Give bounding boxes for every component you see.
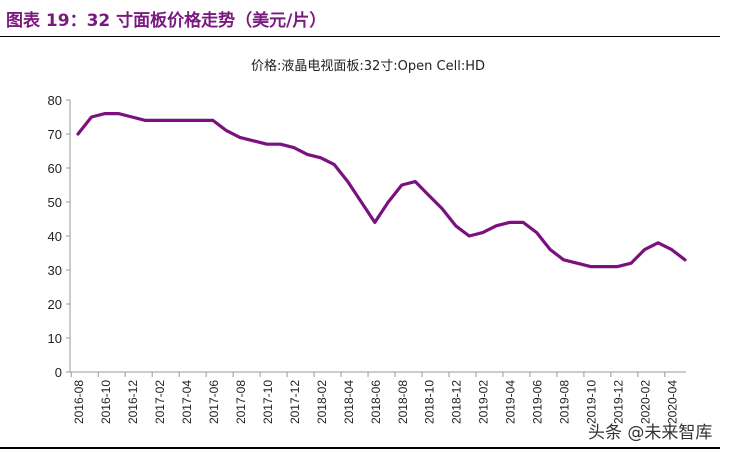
y-tick-label: 20 bbox=[48, 297, 62, 312]
price-line bbox=[76, 111, 687, 269]
x-tick-label: 2019-02 bbox=[477, 380, 491, 424]
watermark: 头条 @未来智库 bbox=[588, 423, 713, 443]
x-tick-label: 2017-08 bbox=[234, 380, 248, 424]
y-tick-label: 50 bbox=[48, 195, 62, 210]
x-tick-label: 2017-06 bbox=[207, 380, 221, 424]
x-tick-label: 2019-10 bbox=[585, 380, 599, 424]
y-tick-label: 10 bbox=[48, 331, 62, 346]
y-tick-label: 30 bbox=[48, 263, 62, 278]
x-tick-label: 2020-04 bbox=[666, 380, 680, 424]
x-tick-label: 2017-12 bbox=[288, 380, 302, 424]
x-tick-label: 2018-10 bbox=[423, 380, 437, 424]
y-tick-label: 60 bbox=[48, 161, 62, 176]
x-tick-label: 2017-04 bbox=[180, 380, 194, 424]
x-tick-label: 2019-12 bbox=[612, 380, 626, 424]
x-tick-label: 2018-02 bbox=[315, 380, 329, 424]
x-tick-label: 2016-12 bbox=[126, 380, 140, 424]
bottom-rule bbox=[0, 447, 720, 449]
x-tick-label: 2016-08 bbox=[72, 380, 86, 424]
x-tick-label: 2020-02 bbox=[639, 380, 653, 424]
figure-title: 图表 19：32 寸面板价格走势（美元/片） bbox=[6, 11, 327, 31]
x-tick-label: 2019-06 bbox=[531, 380, 545, 424]
x-tick-label: 2017-02 bbox=[153, 380, 167, 424]
y-tick-label: 0 bbox=[55, 365, 62, 380]
x-tick-label: 2018-04 bbox=[342, 380, 356, 424]
y-tick-label: 80 bbox=[48, 93, 62, 108]
x-tick-label: 2018-08 bbox=[396, 380, 410, 424]
x-tick-label: 2017-10 bbox=[261, 380, 275, 424]
top-rule bbox=[0, 36, 720, 37]
x-tick-label: 2016-10 bbox=[99, 380, 113, 424]
x-tick-label: 2019-08 bbox=[558, 380, 572, 424]
x-tick-label: 2018-12 bbox=[450, 380, 464, 424]
chart-title: 价格:液晶电视面板:32寸:Open Cell:HD bbox=[251, 58, 485, 74]
y-tick-label: 40 bbox=[48, 229, 62, 244]
y-tick-label: 70 bbox=[48, 127, 62, 142]
x-tick-label: 2019-04 bbox=[504, 380, 518, 424]
x-tick-label: 2018-06 bbox=[369, 380, 383, 424]
